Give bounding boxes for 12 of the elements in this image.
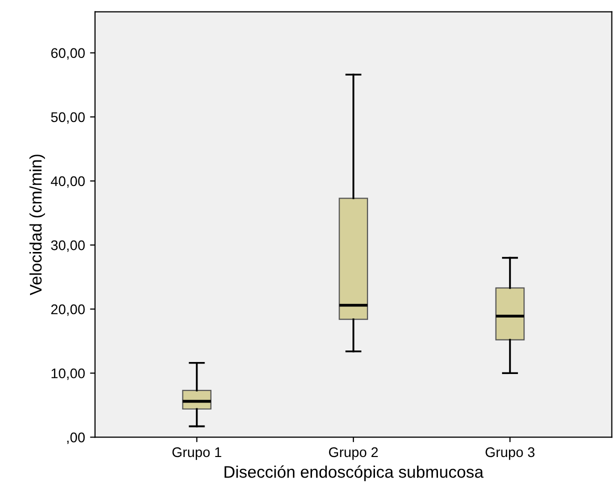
x-axis-title: Disección endoscópica submucosa: [224, 465, 484, 482]
y-tick-label: 30,00: [51, 240, 85, 252]
y-tick-label: 50,00: [51, 112, 85, 124]
y-tick-label: ,00: [67, 432, 85, 444]
x-tick-label: Grupo 1: [172, 447, 222, 460]
y-tick-label: 20,00: [51, 304, 85, 316]
y-tick-label: 10,00: [52, 368, 85, 380]
x-tick-label: Grupo 3: [486, 447, 534, 460]
y-tick-label: 60,00: [51, 48, 85, 60]
x-tick-label: Grupo 2: [329, 447, 378, 460]
y-axis-title: Velocidad (cm/min): [29, 154, 45, 296]
y-tick-label: 40,00: [50, 176, 85, 188]
